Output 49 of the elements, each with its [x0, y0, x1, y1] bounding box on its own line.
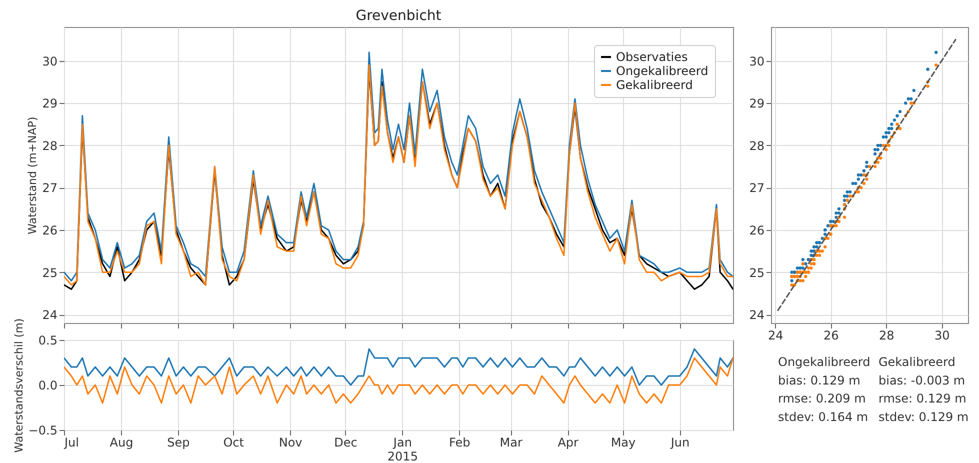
y-tick-label: 0.5 — [38, 334, 58, 348]
legend-label: Ongekalibreerd — [616, 64, 708, 78]
text: bias: 0.129 m — [778, 373, 860, 388]
y-tick-label: 25 — [749, 266, 764, 280]
text: stdev: 0.164 m — [778, 410, 868, 424]
y-axis-title: Waterstandsverschil (m) — [12, 318, 26, 453]
x-tick-label: Jun — [670, 436, 690, 450]
line-series — [64, 348, 733, 386]
x-tick-label: 24 — [768, 328, 784, 342]
text: stdev: 0.129 m — [878, 410, 969, 424]
y-tick-label: 27 — [42, 181, 58, 196]
y-tick-label: 28 — [42, 138, 58, 153]
y-tick-label: 0.0 — [38, 378, 58, 392]
x-tick-label: Apr — [558, 436, 579, 450]
line-series — [64, 357, 733, 404]
y-tick-label: 24 — [749, 308, 764, 322]
x-tick-label: Mar — [500, 436, 522, 450]
x-tick-label: Aug — [110, 436, 134, 450]
y-axis-title: Waterstand (m+NAP) — [26, 116, 40, 234]
x-tick-label: 28 — [879, 328, 894, 342]
y-tick-label: 28 — [749, 138, 764, 153]
legend-label: Observaties — [616, 50, 688, 64]
y-tick-label: 26 — [749, 223, 764, 238]
y-tick-label: 26 — [42, 223, 58, 238]
x-tick-label: 26 — [824, 328, 839, 342]
x-tick-label: Dec — [334, 436, 358, 450]
y-tick-label: 29 — [749, 96, 764, 111]
text: bias: -0.003 m — [878, 373, 966, 388]
y-tick-label: 30 — [749, 54, 764, 68]
x-tick-label: Feb — [449, 436, 470, 450]
y-tick-label: −0.5 — [28, 424, 58, 438]
y-tick-label: 24 — [42, 308, 58, 322]
text: Ongekalibreerd — [778, 355, 870, 369]
legend-label: Gekalibreerd — [616, 78, 693, 92]
y-tick-label: 25 — [42, 266, 58, 280]
text: Gekalibreerd — [878, 355, 956, 369]
y-tick-label: 29 — [42, 96, 58, 111]
x-tick-label: 30 — [934, 328, 950, 342]
x-tick-label: Jul — [64, 436, 79, 450]
y-tick-label: 30 — [42, 54, 58, 68]
text: rmse: 0.129 m — [878, 392, 966, 406]
x-tick-label: May — [610, 436, 636, 450]
x-tick-label: Nov — [278, 436, 302, 450]
text: rmse: 0.209 m — [778, 392, 866, 406]
x-tick-label: Sep — [167, 436, 190, 450]
x-tick-label: Jan 2015 — [387, 436, 418, 463]
x-tick-label: Oct — [223, 436, 244, 450]
chart-title: Grevenbicht — [356, 8, 442, 24]
y-tick-label: 27 — [749, 181, 764, 196]
